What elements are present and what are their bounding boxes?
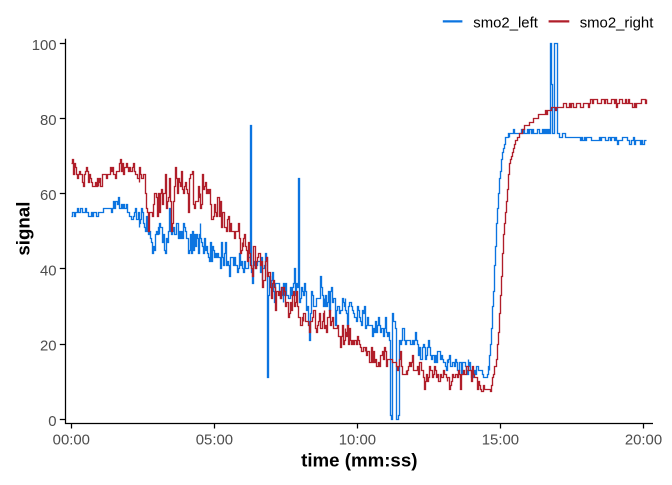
svg-text:60: 60 (40, 188, 57, 204)
svg-text:80: 80 (40, 113, 57, 129)
svg-text:20:00: 20:00 (625, 433, 662, 449)
svg-text:00:00: 00:00 (53, 433, 90, 449)
svg-text:15:00: 15:00 (482, 433, 519, 449)
svg-text:100: 100 (32, 38, 57, 54)
svg-text:signal: signal (13, 202, 34, 256)
svg-text:time (mm:ss): time (mm:ss) (301, 450, 417, 471)
svg-text:smo2_left: smo2_left (473, 15, 538, 31)
svg-text:20: 20 (40, 339, 57, 355)
svg-text:0: 0 (48, 414, 56, 430)
svg-text:40: 40 (40, 263, 57, 279)
svg-text:05:00: 05:00 (196, 433, 233, 449)
svg-text:smo2_right: smo2_right (580, 15, 655, 31)
svg-text:10:00: 10:00 (339, 433, 376, 449)
